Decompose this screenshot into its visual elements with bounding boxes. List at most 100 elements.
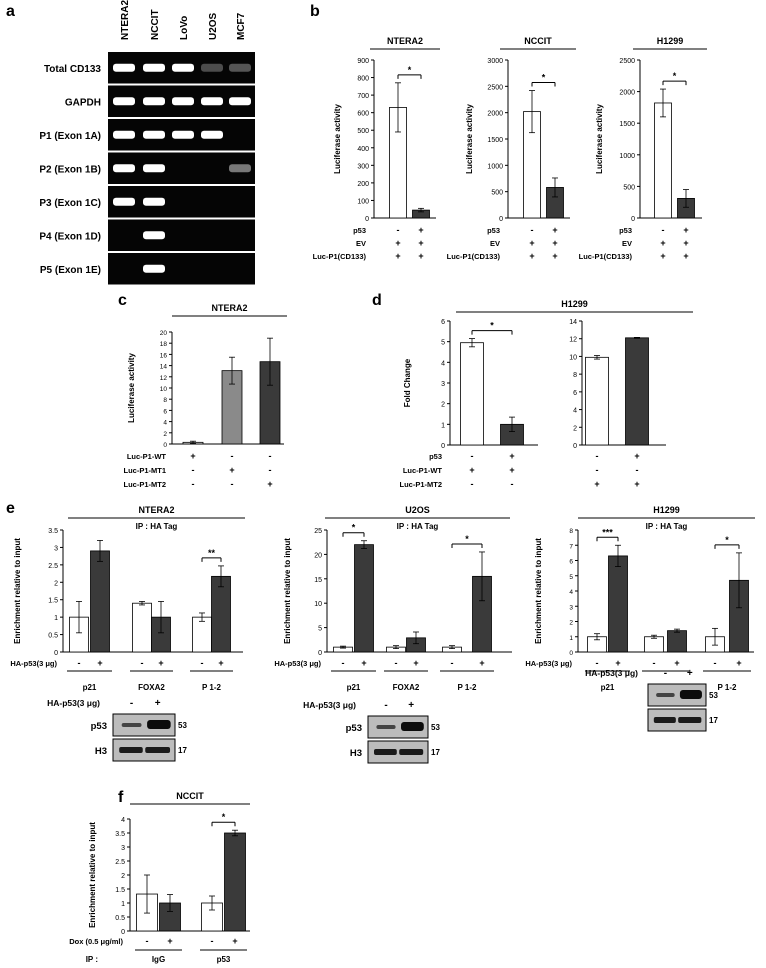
- sig-label: *: [465, 534, 469, 544]
- y-tick-label: 1500: [619, 121, 635, 128]
- y-axis-label: Enrichment relative to input: [88, 822, 97, 928]
- y-tick-label: 0: [569, 650, 573, 657]
- gel-band: [143, 130, 165, 139]
- b-condition-value: +: [552, 238, 557, 248]
- y-tick-label: 1.5: [115, 887, 125, 894]
- b-condition-value: -: [397, 225, 400, 235]
- chart-title: H1299: [653, 505, 680, 515]
- y-tick-label: 0: [54, 650, 58, 657]
- blot-condition-value: +: [687, 668, 693, 679]
- y-tick-label: 0: [631, 216, 635, 223]
- y-axis-label: Luciferase activity: [595, 104, 604, 174]
- d-condition-value: +: [634, 451, 639, 461]
- f-group-row-label: IP :: [86, 955, 98, 964]
- gel-band: [143, 97, 165, 106]
- y-tick-label: 1500: [487, 137, 503, 144]
- y-tick-label: 3: [441, 381, 445, 388]
- b-condition-label: EV: [356, 239, 366, 248]
- blot-mw-label: 53: [431, 723, 440, 732]
- f-condition-value: +: [232, 936, 237, 946]
- y-tick-label: 8: [569, 528, 573, 535]
- y-tick-label: 300: [357, 163, 369, 170]
- c-condition-label: Luc-P1-MT1: [123, 466, 166, 475]
- panel-label-e: e: [6, 500, 15, 517]
- gel-row-label: P5 (Exon 1E): [40, 265, 101, 276]
- y-tick-label: 14: [569, 319, 577, 326]
- blot-mw-label: 17: [431, 748, 440, 757]
- y-tick-label: 7: [569, 543, 573, 550]
- b-condition-label: p53: [487, 226, 500, 235]
- d-condition-value: -: [596, 465, 599, 475]
- blot-row-label: H3: [95, 746, 107, 757]
- blot-band: [653, 717, 676, 723]
- c-condition-label: Luc-P1-MT2: [123, 480, 166, 489]
- b-condition-value: -: [531, 225, 534, 235]
- y-axis-label: Enrichment relative to input: [13, 538, 22, 644]
- e-condition-value: -: [451, 658, 454, 668]
- bar: [224, 832, 246, 932]
- b-condition-value: +: [418, 238, 423, 248]
- gel-band: [143, 63, 165, 72]
- gel-band: [201, 130, 223, 139]
- y-tick-label: 1: [121, 901, 125, 908]
- sig-label: *: [542, 73, 546, 83]
- b-condition-value: +: [395, 251, 400, 261]
- blot-mw-label: 17: [709, 716, 718, 725]
- y-tick-label: 3: [54, 545, 58, 552]
- gel-row-label: GAPDH: [65, 97, 101, 108]
- group-label: p21: [83, 683, 97, 692]
- panel-label-a: a: [6, 3, 15, 20]
- blot-mw-label: 53: [178, 721, 187, 730]
- y-tick-label: 2500: [487, 84, 503, 91]
- y-tick-label: 2: [54, 580, 58, 587]
- d-condition-value: +: [509, 465, 514, 475]
- sig-label: **: [208, 548, 216, 558]
- group-label: p53: [217, 955, 231, 964]
- y-tick-label: 2000: [487, 111, 503, 118]
- bar: [211, 575, 231, 653]
- chart-title: NCCIT: [524, 36, 552, 46]
- y-tick-label: 12: [160, 375, 168, 382]
- gel-lane-label: U2OS: [208, 12, 219, 40]
- sig-label: ***: [602, 527, 613, 537]
- gel-band: [143, 264, 165, 273]
- c-condition-value: +: [229, 465, 234, 475]
- y-axis-label: Luciferase activity: [127, 353, 136, 423]
- b-condition-value: -: [662, 225, 665, 235]
- y-tick-label: 0: [573, 443, 577, 450]
- blot-band: [119, 747, 143, 753]
- gel-band: [229, 164, 251, 173]
- y-tick-label: 10: [569, 354, 577, 361]
- d-condition-value: +: [509, 451, 514, 461]
- gel-row-label: Total CD133: [44, 64, 101, 75]
- blot-condition-value: -: [384, 700, 387, 711]
- gel-band: [113, 97, 135, 106]
- y-tick-label: 700: [357, 93, 369, 100]
- b-condition-value: +: [552, 225, 557, 235]
- panel-label-c: c: [118, 292, 127, 309]
- y-axis-label: Fold Change: [403, 358, 412, 407]
- b-condition-label: p53: [619, 226, 632, 235]
- bar: [654, 102, 672, 219]
- y-tick-label: 1: [441, 422, 445, 429]
- e-condition-value: +: [218, 658, 223, 668]
- d-condition-value: -: [471, 479, 474, 489]
- blot-row-label: p53: [91, 721, 107, 732]
- group-label: P 1-2: [202, 683, 222, 692]
- blot-condition-value: -: [664, 668, 667, 679]
- y-tick-label: 5: [569, 574, 573, 581]
- chart-subtitle: IP : HA Tag: [397, 522, 439, 531]
- y-tick-label: 3000: [487, 58, 503, 65]
- y-tick-label: 1: [54, 615, 58, 622]
- blot-strip: [367, 740, 429, 764]
- gel-strip: [108, 219, 255, 251]
- sig-label: *: [725, 535, 729, 545]
- blot-condition-value: +: [408, 700, 414, 711]
- e-condition-value: -: [342, 658, 345, 668]
- d-condition-label: p53: [429, 452, 442, 461]
- blot-band: [376, 725, 396, 729]
- b-condition-value: +: [395, 238, 400, 248]
- b-condition-value: +: [529, 251, 534, 261]
- d-condition-label: Luc-P1-MT2: [399, 480, 442, 489]
